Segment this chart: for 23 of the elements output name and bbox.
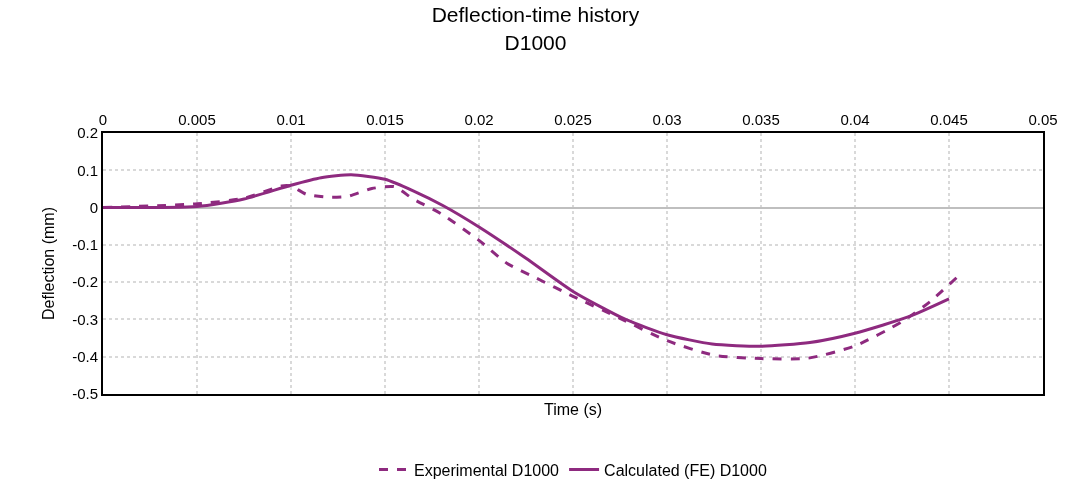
x-tick-label: 0.015 xyxy=(366,111,404,128)
y-tick-label: 0 xyxy=(89,198,98,216)
x-tick-label: 0.025 xyxy=(554,111,592,128)
y-tick-label: -0.1 xyxy=(72,236,98,254)
y-tick-label: 0.2 xyxy=(77,124,98,142)
y-tick-label: -0.3 xyxy=(72,310,98,328)
x-tick-label: 0.035 xyxy=(742,111,780,128)
x-tick-label: 0.03 xyxy=(652,111,682,128)
y-tick-label: -0.2 xyxy=(72,273,98,291)
y-tick-label: -0.5 xyxy=(72,385,98,403)
legend-label: Calculated (FE) D1000 xyxy=(604,461,767,479)
x-tick-label: 0.05 xyxy=(1028,111,1058,128)
x-tick-label: 0.01 xyxy=(276,111,306,128)
x-tick-label: 0.045 xyxy=(930,111,968,128)
x-tick-label: 0.005 xyxy=(178,111,216,128)
y-axis-title: Deflection (mm) xyxy=(39,207,57,320)
legend-label: Experimental D1000 xyxy=(414,461,560,479)
y-tick-label: 0.1 xyxy=(77,161,98,179)
x-tick-label: 0.02 xyxy=(464,111,494,128)
x-tick-label: 0.04 xyxy=(840,111,870,128)
x-axis-title: Time (s) xyxy=(544,401,603,418)
chart-title: Deflection-time history D1000 xyxy=(431,3,640,54)
y-tick-label: -0.4 xyxy=(72,347,98,365)
